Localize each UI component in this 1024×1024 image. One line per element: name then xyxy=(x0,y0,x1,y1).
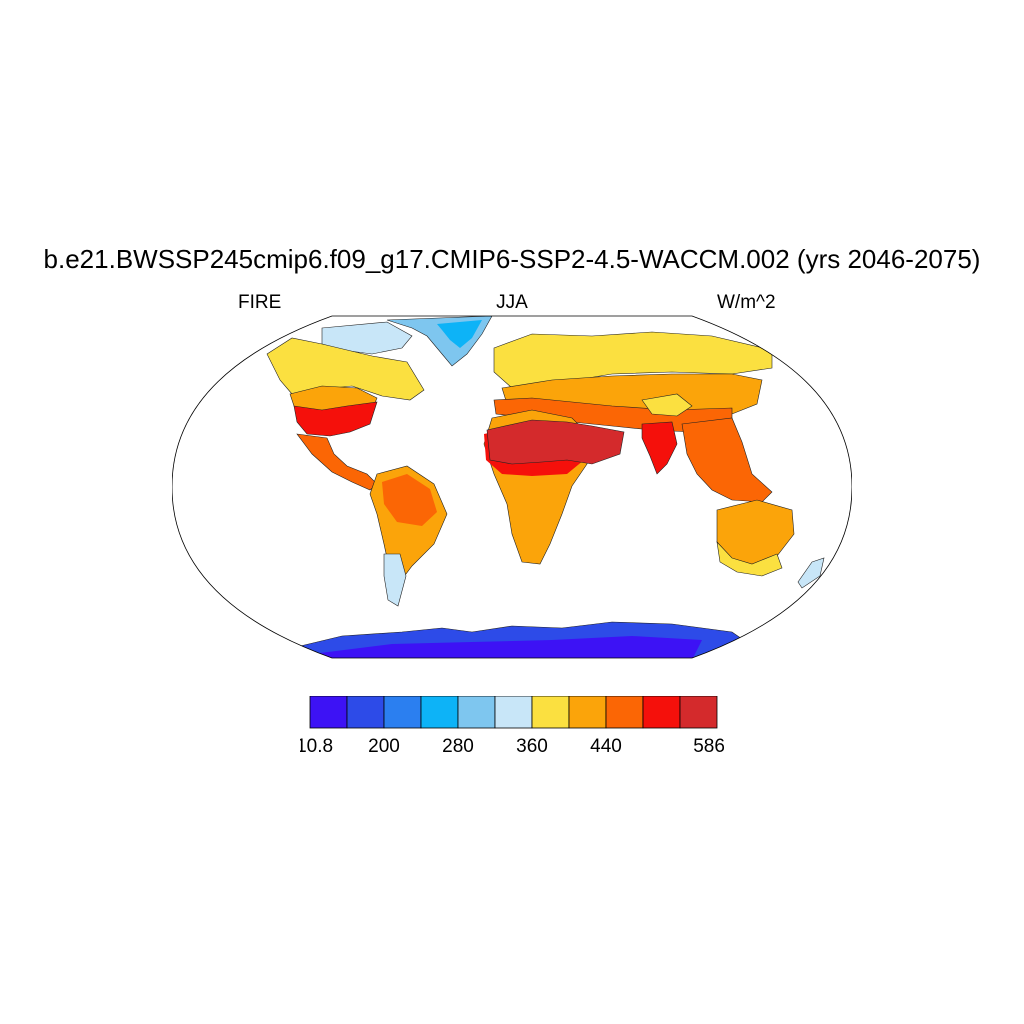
colorbar-box xyxy=(309,696,348,729)
region-mexico xyxy=(296,433,378,491)
colorbar-tick-label: 440 xyxy=(590,736,622,757)
colorbar-tick-label: 280 xyxy=(442,736,474,757)
map-boundary xyxy=(172,315,852,659)
region-sahara-arabia xyxy=(486,419,625,465)
region-new-zealand xyxy=(797,557,825,589)
colorbar-tick-label: 110.8 xyxy=(300,736,333,757)
colorbar-box xyxy=(531,696,570,729)
region-southeast-asia xyxy=(681,417,773,503)
colorbar: 110.8 200 280 360 440 586.2 xyxy=(300,696,724,757)
colorbar-box xyxy=(420,696,459,729)
colorbar-box xyxy=(494,696,533,729)
world-map xyxy=(172,315,852,659)
region-tibet xyxy=(641,393,693,417)
colorbar-box xyxy=(605,696,644,729)
colorbar-tick-label: 200 xyxy=(368,736,400,757)
colorbar-box xyxy=(457,696,496,729)
colorbar-box xyxy=(383,696,422,729)
colorbar-tick-label: 586.2 xyxy=(693,736,724,757)
units-label: W/m^2 xyxy=(717,292,776,313)
plot-title: b.e21.BWSSP245cmip6.f09_g17.CMIP6-SSP2-4… xyxy=(43,244,981,274)
colorbar-box xyxy=(568,696,607,729)
region-usa-east xyxy=(293,401,378,437)
region-greenland-interior xyxy=(437,320,482,348)
colorbar-box xyxy=(679,696,718,729)
region-patagonia xyxy=(383,553,407,607)
colorbar-tick-label: 360 xyxy=(516,736,548,757)
season-label: JJA xyxy=(496,292,528,313)
region-india xyxy=(641,421,678,475)
variable-name: FIRE xyxy=(238,292,282,313)
region-australia-south xyxy=(716,541,783,577)
region-amazon xyxy=(382,474,437,526)
region-antarctica-interior xyxy=(312,636,702,658)
colorbar-box xyxy=(346,696,385,729)
colorbar-box xyxy=(642,696,681,729)
